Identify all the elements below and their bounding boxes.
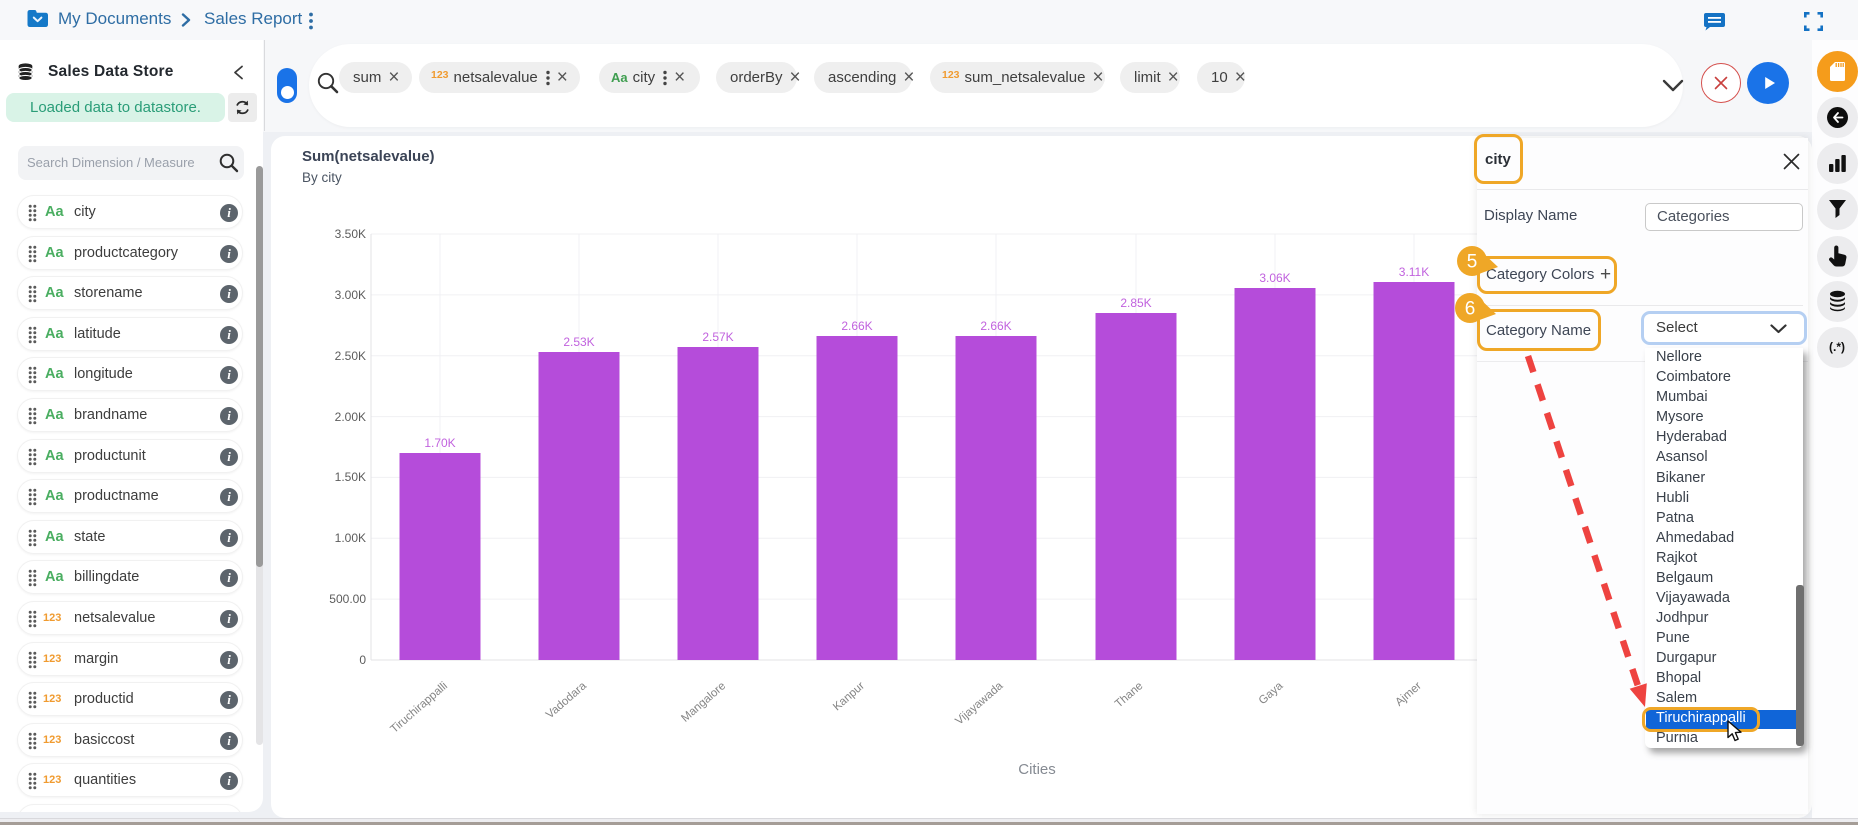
svg-text:5: 5	[1467, 252, 1478, 273]
svg-text:6: 6	[1465, 299, 1476, 320]
